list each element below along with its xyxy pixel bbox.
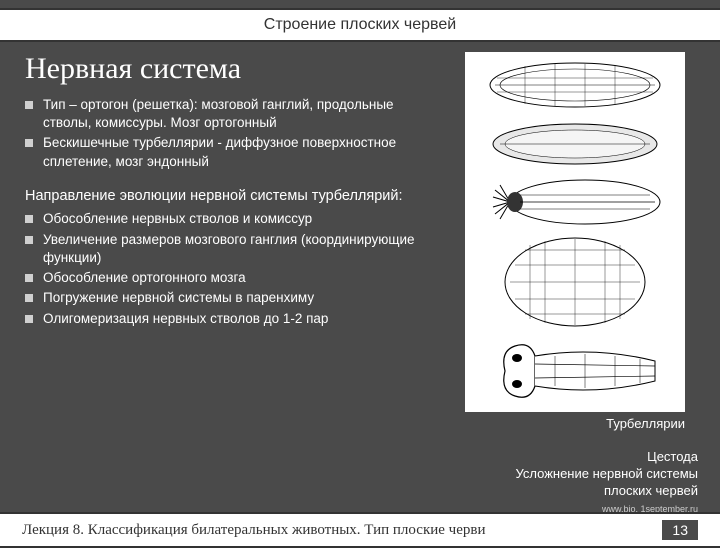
bullet-item: Погружение нервной системы в паренхиму bbox=[25, 289, 445, 307]
worm-2 bbox=[485, 119, 665, 169]
bullet-group-1: Тип – ортогон (решетка): мозговой гангли… bbox=[25, 96, 445, 171]
bullet-item: Олигомеризация нервных стволов до 1-2 па… bbox=[25, 310, 445, 328]
bullet-item: Бескишечные турбеллярии - диффузное пове… bbox=[25, 134, 445, 170]
bullet-item: Тип – ортогон (решетка): мозговой гангли… bbox=[25, 96, 445, 132]
lecture-title: Лекция 8. Классификация билатеральных жи… bbox=[22, 522, 485, 539]
bullet-group-2: Обособление нервных стволов и комиссур У… bbox=[25, 210, 445, 327]
worm-figure-box bbox=[465, 52, 685, 412]
text-column: Нервная система Тип – ортогон (решетка):… bbox=[25, 52, 455, 431]
bullet-item: Обособление нервных стволов и комиссур bbox=[25, 210, 445, 228]
footer-bar: Лекция 8. Классификация билатеральных жи… bbox=[0, 512, 720, 548]
caption-line: Цестода bbox=[0, 449, 698, 466]
bullet-item: Обособление ортогонного мозга bbox=[25, 269, 445, 287]
figure-column: Турбеллярии bbox=[465, 52, 700, 431]
bullet-item: Увеличение размеров мозгового ганглия (к… bbox=[25, 231, 445, 267]
figure-caption: Цестода Усложнение нервной системы плоск… bbox=[0, 449, 720, 500]
page-number: 13 bbox=[662, 520, 698, 540]
worm-4 bbox=[495, 235, 655, 330]
evolution-subheading: Направление эволюции нервной системы тур… bbox=[25, 187, 445, 207]
worm-3 bbox=[485, 175, 665, 230]
caption-line: плоских червей bbox=[0, 483, 698, 500]
caption-line: Усложнение нервной системы bbox=[0, 466, 698, 483]
worm-1 bbox=[485, 58, 665, 113]
figure-label: Турбеллярии bbox=[465, 416, 685, 431]
slide-title: Строение плоских червей bbox=[0, 8, 720, 42]
section-heading: Нервная система bbox=[25, 52, 445, 86]
content-area: Нервная система Тип – ортогон (решетка):… bbox=[0, 42, 720, 431]
worm-5 bbox=[485, 336, 665, 406]
